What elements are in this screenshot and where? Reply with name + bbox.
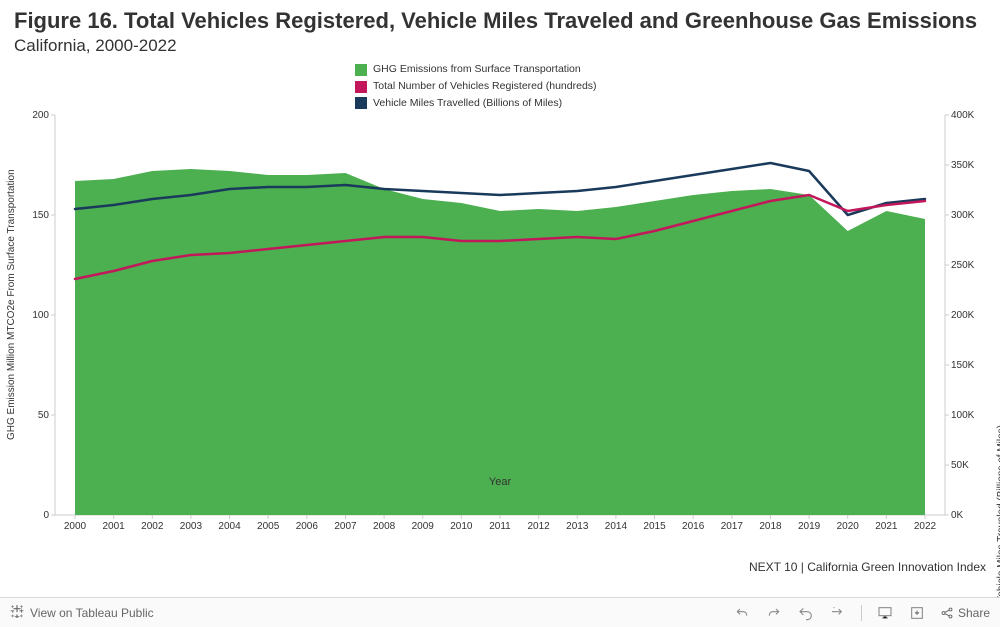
y-right-axis-label: Vehicle Miles Traveled (Billions of Mile… [996, 425, 1000, 603]
svg-text:2017: 2017 [721, 521, 744, 532]
svg-text:2007: 2007 [334, 521, 357, 532]
ghg-area [75, 169, 925, 515]
svg-text:2009: 2009 [412, 521, 435, 532]
svg-text:100K: 100K [951, 410, 975, 421]
toolbar-right: Share [733, 604, 990, 622]
svg-text:2020: 2020 [837, 521, 860, 532]
svg-text:2002: 2002 [141, 521, 164, 532]
svg-text:200K: 200K [951, 310, 975, 321]
svg-text:150K: 150K [951, 360, 975, 371]
svg-text:2006: 2006 [296, 521, 319, 532]
svg-text:2021: 2021 [875, 521, 898, 532]
svg-text:150: 150 [32, 210, 49, 221]
svg-text:2005: 2005 [257, 521, 280, 532]
svg-text:2022: 2022 [914, 521, 937, 532]
presentation-icon[interactable] [876, 604, 894, 622]
svg-text:2000: 2000 [64, 521, 87, 532]
svg-text:200: 200 [32, 110, 49, 121]
svg-text:2019: 2019 [798, 521, 821, 532]
svg-text:250K: 250K [951, 260, 975, 271]
svg-text:350K: 350K [951, 160, 975, 171]
view-on-tableau-label: View on Tableau Public [30, 606, 154, 620]
forward-icon[interactable] [829, 604, 847, 622]
svg-text:100: 100 [32, 310, 49, 321]
share-label: Share [958, 606, 990, 620]
svg-text:2010: 2010 [450, 521, 473, 532]
download-icon[interactable] [908, 604, 926, 622]
chart-container: Figure 16. Total Vehicles Registered, Ve… [0, 0, 1000, 627]
svg-text:2003: 2003 [180, 521, 203, 532]
svg-text:2001: 2001 [103, 521, 126, 532]
svg-text:2016: 2016 [682, 521, 705, 532]
svg-text:2018: 2018 [759, 521, 782, 532]
svg-text:2013: 2013 [566, 521, 589, 532]
attribution-text: NEXT 10 | California Green Innovation In… [749, 560, 986, 574]
svg-text:0K: 0K [951, 510, 964, 521]
toolbar: View on Tableau Public [0, 597, 1000, 627]
svg-text:50K: 50K [951, 460, 969, 471]
svg-text:2012: 2012 [528, 521, 551, 532]
y-left-axis-label: GHG Emission Million MTCO2e From Surface… [6, 169, 17, 440]
tableau-logo-icon [10, 604, 24, 621]
svg-text:300K: 300K [951, 210, 975, 221]
redo-icon[interactable] [765, 604, 783, 622]
svg-text:2015: 2015 [643, 521, 666, 532]
replay-icon[interactable] [797, 604, 815, 622]
svg-text:2014: 2014 [605, 521, 628, 532]
chart-area: 0501001502000K50K100K150K200K250K300K350… [0, 20, 1000, 500]
svg-text:2008: 2008 [373, 521, 396, 532]
x-axis-label: Year [489, 476, 511, 488]
undo-icon[interactable] [733, 604, 751, 622]
svg-text:2004: 2004 [218, 521, 241, 532]
view-on-tableau-link[interactable]: View on Tableau Public [10, 604, 154, 621]
share-button[interactable]: Share [940, 606, 990, 620]
svg-text:2011: 2011 [489, 521, 511, 532]
toolbar-divider [861, 605, 862, 621]
svg-text:50: 50 [38, 410, 50, 421]
svg-text:0: 0 [43, 510, 49, 521]
svg-text:400K: 400K [951, 110, 975, 121]
